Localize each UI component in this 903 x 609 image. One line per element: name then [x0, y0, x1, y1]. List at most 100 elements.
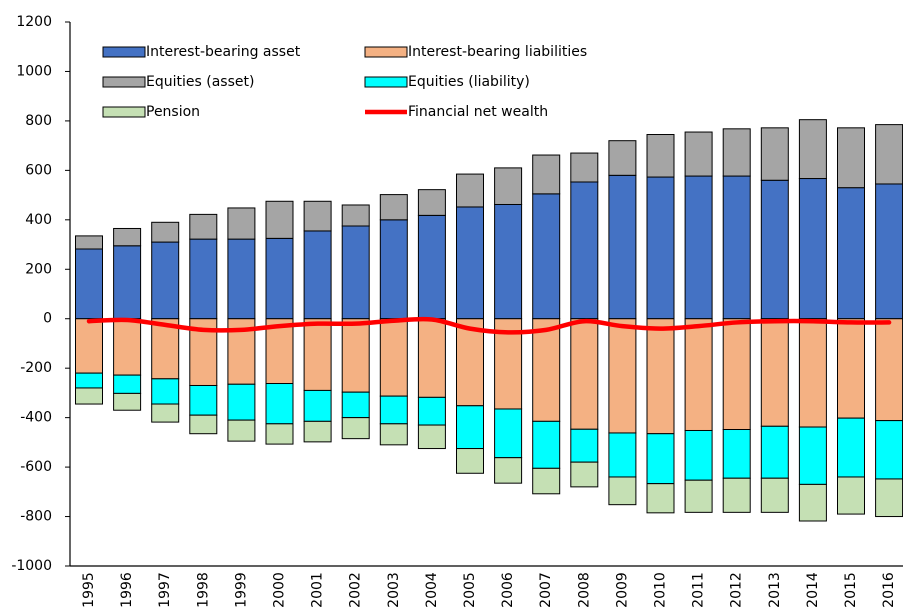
bar	[379, 423, 408, 446]
bar	[151, 221, 180, 243]
x-tick-label: 2007	[538, 572, 554, 608]
y-tick-label: 600	[25, 162, 52, 178]
bar	[837, 476, 865, 515]
bar	[570, 461, 599, 488]
legend-label: Pension	[146, 104, 200, 120]
y-tick-label: 0	[43, 311, 52, 327]
bar	[113, 227, 142, 247]
bar	[722, 429, 751, 479]
bar	[570, 152, 599, 183]
bar	[570, 318, 599, 430]
bar	[837, 417, 865, 478]
bar	[341, 204, 370, 227]
x-tick-label: 2009	[614, 572, 630, 608]
bar	[875, 124, 903, 185]
bar	[684, 429, 713, 481]
y-tick-label: 1000	[16, 63, 52, 79]
x-tick-label: 2003	[386, 572, 402, 608]
line	[86, 316, 892, 335]
x-tick-label: 1997	[157, 572, 173, 608]
bar	[456, 173, 484, 208]
bar	[417, 318, 446, 398]
x-tick-label: 2008	[576, 572, 592, 608]
bar	[532, 193, 561, 320]
bar	[646, 176, 675, 320]
bar	[341, 225, 370, 320]
y-tick-label: 1200	[16, 14, 52, 30]
bar	[684, 131, 713, 177]
bar	[608, 140, 637, 176]
bar	[151, 241, 180, 320]
bar	[760, 425, 789, 479]
x-tick-label: 2002	[348, 572, 364, 608]
bar	[837, 187, 865, 320]
bar	[227, 207, 256, 240]
bar	[722, 128, 751, 177]
bar	[113, 392, 142, 411]
bar	[189, 213, 218, 240]
legend-label: Interest-bearing asset	[146, 44, 301, 60]
bar	[798, 426, 827, 485]
legend-marker	[102, 106, 146, 118]
bar	[341, 417, 370, 440]
bar	[684, 318, 713, 431]
legend-marker	[364, 46, 408, 58]
bar	[722, 318, 751, 431]
bar	[608, 318, 637, 434]
bar	[341, 318, 370, 393]
y-tick-label: -400	[20, 410, 52, 426]
bar	[646, 483, 675, 514]
y-tick-label: -800	[20, 509, 52, 525]
bar	[75, 372, 103, 389]
x-tick-label: 2014	[805, 572, 821, 608]
bar	[456, 318, 484, 407]
legend-marker	[364, 76, 408, 88]
x-tick-label: 2004	[424, 572, 440, 608]
bar	[227, 419, 256, 442]
x-tick-label: 1999	[233, 572, 249, 608]
x-tick-label: 2013	[767, 572, 783, 608]
bar	[494, 167, 523, 205]
bar	[417, 396, 446, 426]
y-tick-label: 200	[25, 261, 52, 277]
bar	[608, 174, 637, 320]
bar	[303, 230, 332, 320]
bar	[684, 175, 713, 320]
bar	[646, 318, 675, 435]
bar	[303, 420, 332, 443]
bar	[646, 134, 675, 178]
bar	[875, 318, 903, 422]
x-tick-label: 2006	[500, 572, 516, 608]
bar	[265, 237, 294, 320]
bar	[75, 318, 103, 374]
legend-marker	[102, 76, 146, 88]
bar	[417, 214, 446, 320]
x-tick-label: 2012	[729, 572, 745, 608]
legend-marker	[102, 46, 146, 58]
bar	[532, 467, 561, 495]
bar	[532, 420, 561, 469]
bar	[227, 238, 256, 320]
bar	[113, 374, 142, 394]
bar	[189, 384, 218, 416]
bar	[494, 203, 523, 320]
bar	[684, 479, 713, 513]
bar	[798, 483, 827, 522]
bar	[227, 383, 256, 421]
x-tick-label: 1996	[119, 572, 135, 608]
bar	[303, 200, 332, 232]
x-tick-label: 2011	[691, 572, 707, 608]
bar	[798, 318, 827, 428]
legend-label: Interest-bearing liabilities	[408, 44, 587, 60]
bar	[113, 318, 142, 376]
bar	[341, 391, 370, 419]
bar	[875, 478, 903, 518]
bar	[608, 432, 637, 478]
bar	[798, 178, 827, 320]
bar	[532, 318, 561, 422]
y-tick-label: 800	[25, 113, 52, 129]
bar	[722, 477, 751, 513]
legend-label: Financial net wealth	[408, 104, 548, 120]
bar	[760, 127, 789, 181]
bar	[494, 408, 523, 459]
